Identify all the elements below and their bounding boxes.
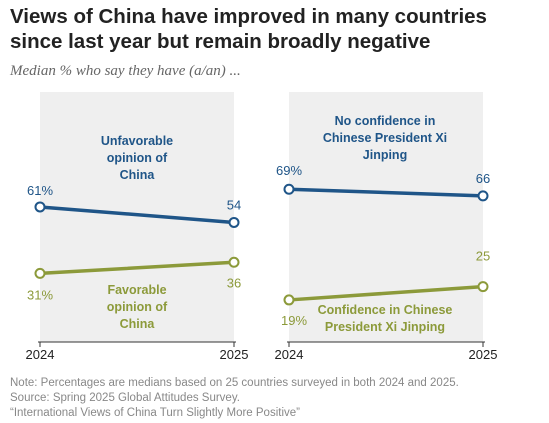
series-label-line: opinion of [107, 151, 168, 165]
data-point [228, 216, 240, 228]
data-point [228, 256, 240, 268]
series-label-line: Chinese President Xi [323, 131, 447, 145]
series-label: Confidence in Chinese President Xi Jinpin… [318, 303, 453, 334]
series-label-line: Unfavorable [101, 134, 173, 148]
data-label: 66 [476, 171, 490, 186]
series-line [38, 205, 236, 225]
data-label: 61% [27, 183, 53, 198]
series-label: Unfavorable opinion of China [101, 134, 173, 182]
x-tick-label: 2024 [275, 347, 304, 362]
data-label: 54 [227, 197, 241, 212]
data-point [283, 183, 295, 195]
data-point [34, 201, 46, 213]
data-point [477, 190, 489, 202]
source-text: Source: Spring 2025 Global Attitudes Sur… [10, 392, 240, 404]
chart-title: Views of China have improved in many cou… [10, 5, 487, 53]
notes: Note: Percentages are medians based on 2… [10, 376, 459, 421]
data-point [34, 267, 46, 279]
panel-background [289, 92, 483, 342]
note-text: Note: Percentages are medians based on 2… [10, 377, 459, 389]
series-line [287, 187, 485, 198]
panel-background [40, 92, 234, 342]
data-label: 31% [27, 287, 53, 302]
series-line [38, 260, 236, 276]
x-tick-label: 2025 [220, 347, 249, 362]
data-label: 25 [476, 249, 490, 264]
series-label: Favorable opinion of China [107, 283, 168, 331]
series-label-line: opinion of [107, 300, 168, 314]
report-title-text: “International Views of China Turn Sligh… [10, 407, 300, 419]
data-point [477, 281, 489, 293]
series-label-line: No confidence in [335, 114, 436, 128]
series-line [287, 284, 485, 302]
series-label-line: President Xi Jinping [325, 320, 445, 334]
series-label-line: Jinping [363, 148, 407, 162]
data-label: 69% [276, 163, 302, 178]
chart-subtitle: Median % who say they have (a/an) ... [10, 63, 241, 79]
data-point [283, 294, 295, 306]
x-tick-label: 2024 [26, 347, 55, 362]
data-label: 19% [281, 313, 307, 328]
x-tick-label: 2025 [469, 347, 498, 362]
series-label-line: China [120, 317, 156, 331]
series-label-line: Confidence in Chinese [318, 303, 453, 317]
series-label: No confidence in Chinese President Xi Jinp… [323, 114, 447, 162]
data-label: 36 [227, 275, 241, 290]
series-label-line: Favorable [107, 283, 166, 297]
series-label-line: China [120, 168, 156, 182]
